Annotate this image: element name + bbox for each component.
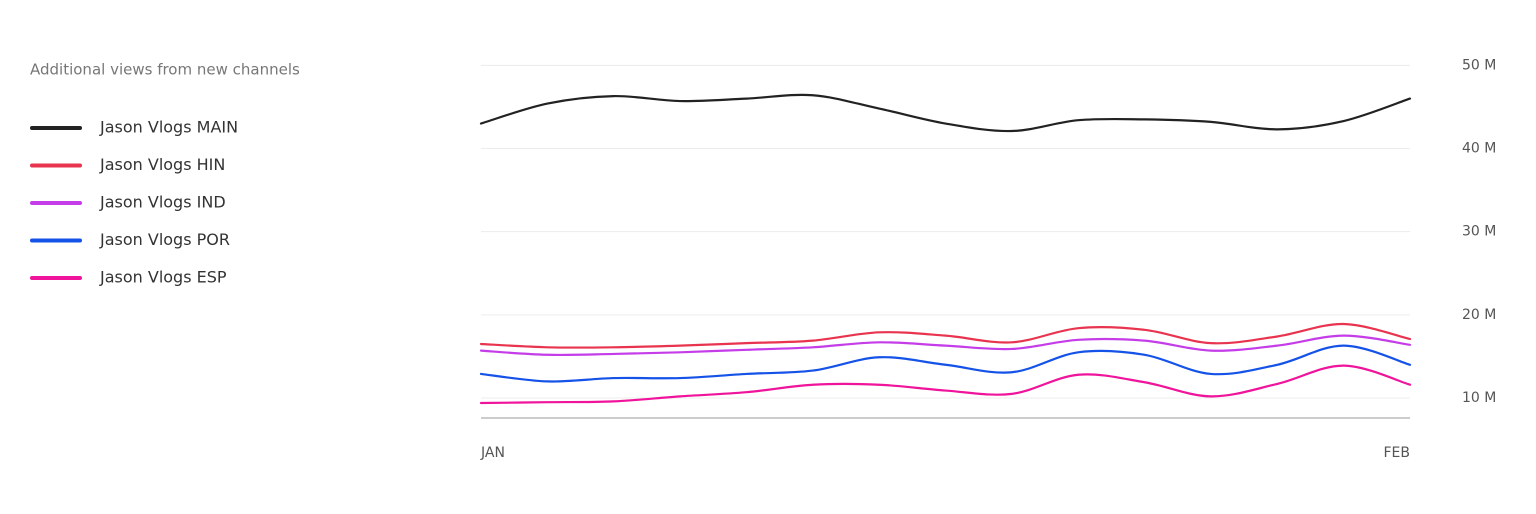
- legend-label: Jason Vlogs POR: [99, 230, 230, 249]
- x-tick-label: JAN: [480, 445, 505, 461]
- y-tick-label: 30 M: [1462, 224, 1496, 240]
- legend-label: Jason Vlogs ESP: [99, 268, 227, 287]
- series-line: [479, 322, 1412, 349]
- x-tick-label: FEB: [1383, 445, 1410, 461]
- legend-label: Jason Vlogs MAIN: [99, 118, 238, 137]
- legend-label: Jason Vlogs IND: [99, 193, 226, 212]
- y-tick-label: 40 M: [1462, 140, 1496, 156]
- series-line: [479, 344, 1412, 383]
- chart-title: Additional views from new channels: [30, 61, 300, 79]
- series-line: [479, 93, 1412, 133]
- y-tick-label: 50 M: [1462, 57, 1496, 73]
- series-line: [479, 364, 1412, 405]
- y-tick-label: 10 M: [1462, 390, 1496, 406]
- series-line: [479, 334, 1412, 357]
- y-tick-label: 20 M: [1462, 307, 1496, 323]
- legend-label: Jason Vlogs HIN: [99, 155, 225, 174]
- legend: Jason Vlogs MAIN Jason Vlogs HIN Jason Vlo…: [30, 118, 238, 287]
